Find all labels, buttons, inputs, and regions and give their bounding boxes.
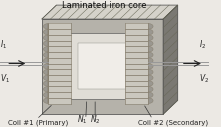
Polygon shape bbox=[48, 46, 71, 52]
Polygon shape bbox=[149, 35, 153, 41]
Polygon shape bbox=[126, 35, 149, 41]
Text: $I_2$: $I_2$ bbox=[199, 38, 206, 51]
Polygon shape bbox=[44, 69, 48, 75]
Polygon shape bbox=[126, 52, 149, 58]
Polygon shape bbox=[126, 29, 149, 35]
Text: Laminated iron core: Laminated iron core bbox=[62, 1, 147, 10]
Polygon shape bbox=[44, 75, 48, 81]
Polygon shape bbox=[149, 64, 153, 69]
Polygon shape bbox=[149, 81, 153, 86]
Polygon shape bbox=[126, 69, 149, 75]
Polygon shape bbox=[44, 41, 48, 46]
Polygon shape bbox=[126, 98, 149, 104]
Polygon shape bbox=[149, 58, 153, 64]
Polygon shape bbox=[48, 98, 71, 104]
Polygon shape bbox=[48, 81, 71, 86]
Text: Coil #1 (Primary): Coil #1 (Primary) bbox=[8, 119, 69, 126]
Polygon shape bbox=[126, 41, 149, 46]
Text: Coil #2 (Secondary): Coil #2 (Secondary) bbox=[138, 119, 208, 126]
Polygon shape bbox=[48, 69, 71, 75]
Polygon shape bbox=[126, 86, 149, 92]
Text: $V_2$: $V_2$ bbox=[199, 73, 209, 85]
Polygon shape bbox=[44, 64, 48, 69]
Text: $N_2$: $N_2$ bbox=[90, 113, 100, 126]
Polygon shape bbox=[44, 81, 48, 86]
Polygon shape bbox=[149, 92, 153, 98]
Polygon shape bbox=[126, 23, 149, 29]
Polygon shape bbox=[48, 41, 71, 46]
Polygon shape bbox=[48, 75, 71, 81]
Polygon shape bbox=[126, 46, 149, 52]
Polygon shape bbox=[48, 23, 71, 29]
Polygon shape bbox=[126, 58, 149, 64]
Polygon shape bbox=[44, 98, 48, 104]
Polygon shape bbox=[163, 5, 178, 114]
Polygon shape bbox=[149, 75, 153, 81]
Polygon shape bbox=[44, 29, 48, 35]
Polygon shape bbox=[48, 86, 71, 92]
Polygon shape bbox=[149, 98, 153, 104]
Polygon shape bbox=[44, 86, 48, 92]
Polygon shape bbox=[149, 41, 153, 46]
FancyBboxPatch shape bbox=[67, 33, 138, 99]
Polygon shape bbox=[126, 92, 149, 98]
Polygon shape bbox=[149, 46, 153, 52]
Polygon shape bbox=[126, 75, 149, 81]
Polygon shape bbox=[44, 52, 48, 58]
Polygon shape bbox=[126, 64, 149, 69]
Polygon shape bbox=[149, 86, 153, 92]
Polygon shape bbox=[48, 58, 71, 64]
Polygon shape bbox=[48, 35, 71, 41]
Text: $I_1$: $I_1$ bbox=[0, 38, 8, 51]
Text: $N_1$: $N_1$ bbox=[77, 113, 88, 126]
Polygon shape bbox=[48, 64, 71, 69]
Polygon shape bbox=[44, 35, 48, 41]
Polygon shape bbox=[44, 46, 48, 52]
Polygon shape bbox=[149, 29, 153, 35]
Polygon shape bbox=[149, 69, 153, 75]
Polygon shape bbox=[44, 58, 48, 64]
Polygon shape bbox=[48, 92, 71, 98]
Polygon shape bbox=[48, 52, 71, 58]
Polygon shape bbox=[42, 5, 178, 19]
Polygon shape bbox=[126, 81, 149, 86]
Polygon shape bbox=[149, 23, 153, 29]
Polygon shape bbox=[149, 52, 153, 58]
FancyBboxPatch shape bbox=[42, 19, 163, 114]
FancyBboxPatch shape bbox=[78, 43, 130, 89]
Polygon shape bbox=[44, 23, 48, 29]
Polygon shape bbox=[48, 29, 71, 35]
Text: $V_1$: $V_1$ bbox=[0, 73, 11, 85]
Polygon shape bbox=[44, 92, 48, 98]
